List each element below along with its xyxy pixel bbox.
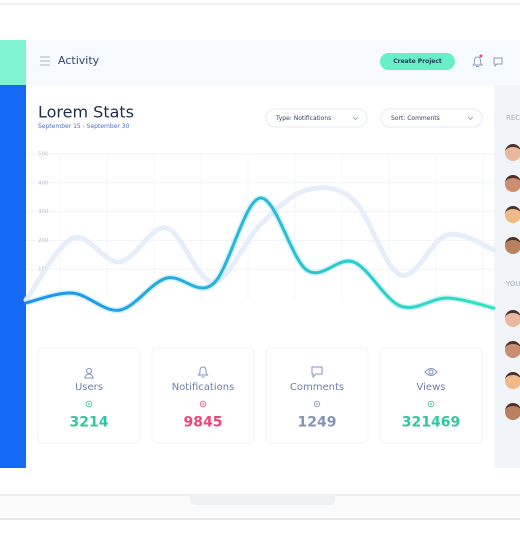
stat-card[interactable] — [379, 347, 483, 444]
avatar[interactable] — [505, 207, 520, 223]
avatar[interactable] — [505, 404, 520, 420]
stat-icon — [84, 368, 94, 379]
y-tick-label: 200 — [38, 238, 49, 244]
stat-indicator-dot — [316, 403, 318, 405]
logo-block — [0, 40, 26, 85]
line — [24, 196, 496, 312]
stat-indicator — [85, 400, 93, 408]
avatar-hair — [505, 403, 520, 411]
avatar-hair — [505, 310, 520, 318]
avatar[interactable] — [505, 342, 520, 358]
stats-title: Lorem Stats — [38, 103, 134, 122]
y-tick-label: 500 — [38, 152, 49, 158]
avatar-hair — [505, 237, 520, 245]
avatar-hair — [505, 341, 520, 349]
dropdown[interactable] — [265, 108, 368, 128]
stat-icon — [311, 366, 323, 379]
dropdown[interactable] — [380, 108, 483, 128]
stat-card[interactable] — [151, 347, 255, 444]
y-tick-label: 300 — [38, 209, 49, 215]
stat-card[interactable] — [265, 347, 369, 444]
stat-indicator — [313, 400, 321, 408]
stat-icon — [424, 368, 438, 376]
avatar-hair — [505, 372, 520, 380]
button-label[interactable]: Create Project — [393, 58, 442, 65]
dropdown-arrow — [467, 116, 474, 121]
stat-value: 3214 — [70, 415, 109, 431]
stat-card[interactable] — [37, 347, 141, 444]
dropdown-label[interactable]: Sort: Comments — [391, 115, 440, 122]
stat-indicator-dot — [202, 403, 204, 405]
section-label: YOU — [505, 280, 520, 288]
avatar-hair — [505, 144, 520, 152]
notification-dot — [479, 54, 483, 58]
laptop-notch — [190, 495, 335, 505]
stat-indicator — [427, 400, 435, 408]
avatar[interactable] — [505, 176, 520, 192]
dropdown-arrow — [352, 116, 359, 121]
menu-icon[interactable] — [40, 56, 50, 66]
stat-label: Views — [417, 382, 446, 393]
stat-indicator-dot — [88, 403, 90, 405]
stat-value: 9845 — [184, 415, 223, 431]
avatar-hair — [505, 206, 520, 214]
dropdown-label[interactable]: Type: Notifications — [275, 115, 331, 122]
stat-indicator — [199, 400, 207, 408]
bell-icon[interactable] — [472, 56, 483, 67]
avatar-hair — [505, 175, 520, 183]
stat-label: Notifications — [172, 382, 235, 393]
line-glow — [25, 195, 495, 314]
section-label: REC — [506, 114, 520, 122]
stats-subtitle: September 15 - September 30 — [38, 123, 130, 130]
stat-indicator-dot — [430, 403, 432, 405]
stat-label: Comments — [290, 382, 344, 393]
stat-icon — [197, 366, 209, 378]
header-title: Activity — [58, 54, 100, 67]
avatar[interactable] — [505, 311, 520, 327]
stat-label: Users — [75, 382, 103, 393]
avatar[interactable] — [505, 373, 520, 389]
background-line — [23, 185, 497, 303]
left-sidebar — [0, 85, 26, 468]
avatar[interactable] — [505, 145, 520, 161]
create-button[interactable] — [380, 53, 455, 70]
stat-value: 321469 — [402, 415, 460, 431]
y-tick-label: 400 — [38, 180, 49, 186]
chat-icon[interactable] — [493, 57, 503, 68]
avatar[interactable] — [505, 238, 520, 254]
stat-value: 1249 — [298, 415, 337, 431]
